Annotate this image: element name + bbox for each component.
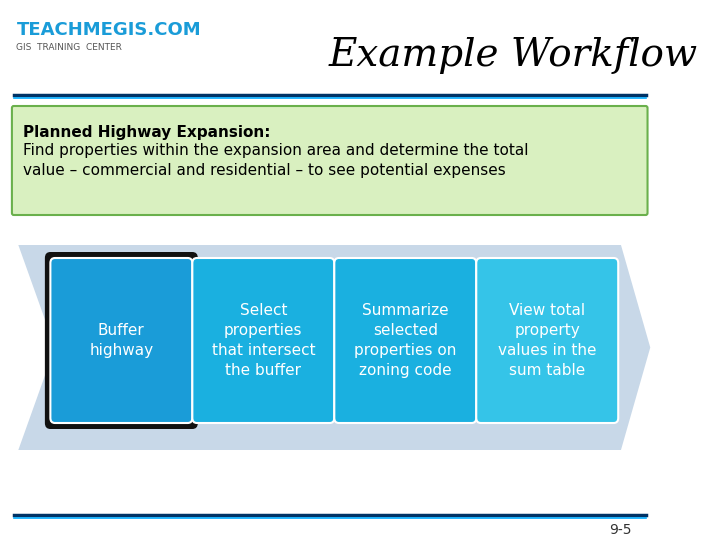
Text: GIS  TRAINING  CENTER: GIS TRAINING CENTER <box>17 44 122 52</box>
FancyBboxPatch shape <box>476 258 618 423</box>
FancyBboxPatch shape <box>334 258 476 423</box>
Text: View total
property
values in the
sum table: View total property values in the sum ta… <box>498 303 596 377</box>
Text: Buffer
highway: Buffer highway <box>89 323 153 358</box>
Text: Summarize
selected
properties on
zoning code: Summarize selected properties on zoning … <box>354 303 456 377</box>
FancyBboxPatch shape <box>50 258 192 423</box>
Text: Find properties within the expansion area and determine the total
value – commer: Find properties within the expansion are… <box>23 143 528 178</box>
Text: Planned Highway Expansion:: Planned Highway Expansion: <box>23 125 271 140</box>
Text: Select
properties
that intersect
the buffer: Select properties that intersect the buf… <box>212 303 315 377</box>
FancyBboxPatch shape <box>12 106 647 215</box>
Text: Example Workflow: Example Workflow <box>328 37 698 73</box>
Polygon shape <box>18 245 650 450</box>
Text: TEACHMEGIS.COM: TEACHMEGIS.COM <box>17 21 201 39</box>
Text: 9-5: 9-5 <box>609 523 632 537</box>
FancyBboxPatch shape <box>192 258 334 423</box>
FancyBboxPatch shape <box>45 252 198 429</box>
